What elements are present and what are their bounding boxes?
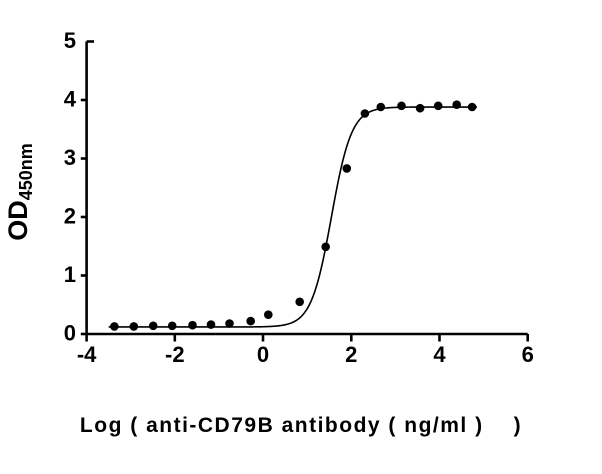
svg-text:4: 4 [433,342,446,367]
svg-text:2: 2 [64,204,76,229]
svg-text:6: 6 [522,342,534,367]
svg-text:0: 0 [257,342,269,367]
svg-text:OD450nm: OD450nm [3,143,36,241]
svg-text:3: 3 [64,145,76,170]
svg-text:-4: -4 [77,342,97,367]
svg-text:5: 5 [64,28,76,53]
svg-text:0: 0 [64,321,76,346]
svg-text:-2: -2 [165,342,185,367]
svg-text:Log ( anti-CD79B antibody ( ng: Log ( anti-CD79B antibody ( ng/ml )) [80,414,522,437]
svg-text:4: 4 [64,87,77,112]
svg-text:1: 1 [64,262,76,287]
svg-text:2: 2 [345,342,357,367]
